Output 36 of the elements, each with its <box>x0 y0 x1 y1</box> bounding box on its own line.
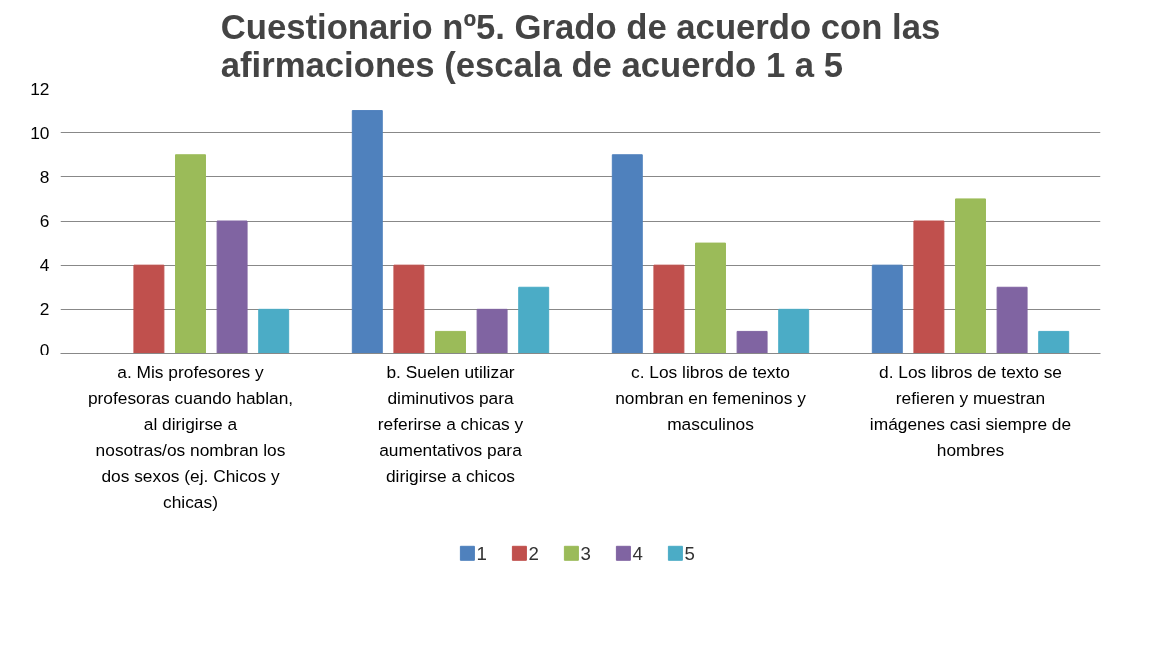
bar <box>133 264 165 354</box>
legend-label: 3 <box>580 542 591 564</box>
legend-label: 1 <box>476 542 487 564</box>
bar <box>393 264 425 354</box>
x-tick-label: c. Los libros de texto nombran en femeninos y masculinos <box>615 361 807 434</box>
bar <box>1038 330 1070 354</box>
bar <box>871 264 903 354</box>
bar <box>216 220 248 354</box>
x-tick-label: a. Mis profesores y profesoras cuando hablan, al dirigirse a nosotras/os nombran los dos sexos (ej. Chicos y chicas) <box>87 361 294 512</box>
y-tick-label: 4 <box>39 255 50 276</box>
y-tick-label: 12 <box>30 78 50 99</box>
bar <box>518 286 550 354</box>
x-tick-label: b. Suelen utilizar diminutivos para referirse a chicas y aumentativos para dirigirse a chicos <box>377 361 524 486</box>
y-tick-label: 10 <box>30 122 50 143</box>
legend-label: 5 <box>684 542 695 564</box>
legend-label: 2 <box>528 542 539 564</box>
y-tick-label: 8 <box>39 166 50 187</box>
bar <box>695 242 726 354</box>
bar <box>913 220 945 354</box>
y-tick-label: 2 <box>39 299 50 320</box>
bar <box>955 198 986 354</box>
bar <box>996 286 1028 354</box>
bar <box>778 308 810 354</box>
x-tick-label: d. Los libros de texto se refieren y muestran imágenes casi siempre de hombres <box>869 361 1072 460</box>
chart-title: Cuestionario nº5. Grado de acuerdo con las afirmaciones (escala de acuerdo 1 a 5 <box>220 7 941 84</box>
bar <box>351 110 383 354</box>
bar <box>611 154 643 354</box>
bar <box>435 330 466 354</box>
bar <box>476 308 508 354</box>
legend-label: 4 <box>632 542 643 564</box>
y-tick-label: 6 <box>39 211 50 231</box>
bar <box>653 264 685 354</box>
bar <box>258 308 290 354</box>
bar <box>175 154 206 354</box>
y-tick-label: 0 <box>39 339 50 360</box>
bar <box>736 330 768 354</box>
